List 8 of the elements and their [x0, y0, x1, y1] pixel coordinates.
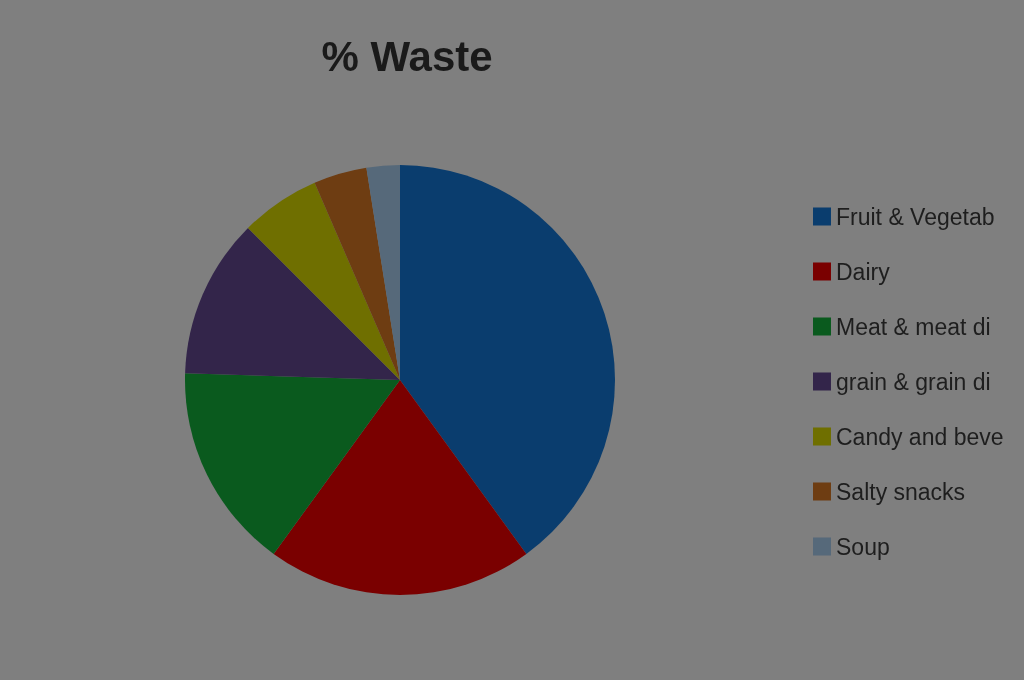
legend-label: Fruit & Vegetab [836, 203, 995, 230]
legend-label: Soup [836, 533, 890, 560]
legend-label: Meat & meat di [836, 313, 991, 340]
legend-label: grain & grain di [836, 368, 991, 395]
chart-title: % Waste [321, 32, 493, 80]
legend-label: Candy and beve [836, 423, 1004, 450]
legend-label: Salty snacks [836, 478, 966, 505]
legend-label: Dairy [836, 258, 891, 285]
